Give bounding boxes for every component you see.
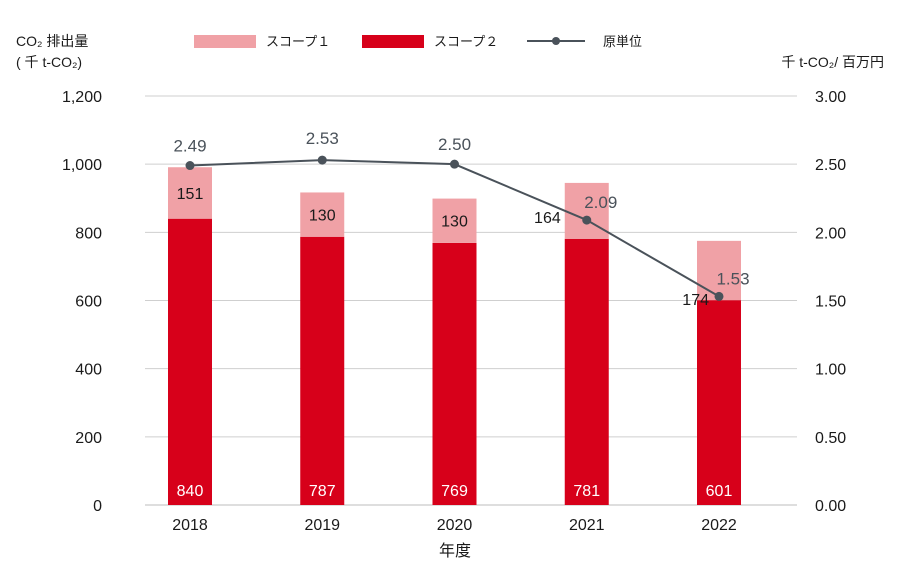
scope1-value-label: 174	[682, 292, 709, 309]
y-left-tick-label: 600	[75, 294, 102, 311]
scope1-value-label: 151	[177, 186, 204, 203]
scope1-value-label: 130	[309, 208, 336, 225]
bar-scope1	[168, 167, 212, 219]
scope2-value-label: 781	[573, 483, 600, 500]
scope1-value-label: 130	[441, 214, 468, 231]
y-right-tick-label: 3.00	[815, 89, 846, 106]
bar-scope1	[300, 192, 345, 237]
y-right-tick-label: 1.00	[815, 362, 846, 379]
right-axis-title: 千 t-CO₂/ 百万円	[781, 54, 884, 70]
scope2-value-label: 787	[309, 483, 336, 500]
left-axis-title-line2: ( 千 t-CO₂)	[16, 54, 82, 70]
x-tick-label: 2020	[437, 517, 473, 534]
x-tick-label: 2021	[569, 517, 605, 534]
y-right-tick-label: 2.50	[815, 157, 846, 174]
y-left-tick-label: 1,000	[62, 157, 102, 174]
x-tick-label: 2022	[701, 517, 737, 534]
y-left-tick-label: 1,200	[62, 89, 102, 106]
intensity-value-label: 1.53	[716, 269, 749, 288]
y-right-tick-label: 0.00	[815, 498, 846, 515]
bars	[168, 167, 741, 505]
intensity-value-label: 2.09	[584, 193, 617, 212]
y-right-tick-label: 2.00	[815, 225, 846, 242]
intensity-value-label: 2.49	[173, 137, 206, 156]
scope2-value-label: 601	[706, 483, 733, 500]
bar-scope2	[300, 236, 345, 505]
scope2-value-label: 840	[177, 483, 204, 500]
scope1-value-label: 164	[534, 210, 561, 227]
y-left-tick-label: 0	[93, 498, 102, 515]
legend-swatch-intensity-marker	[552, 37, 560, 45]
legend-label-scope2: スコープ２	[434, 34, 498, 49]
y-left-tick-label: 400	[75, 362, 102, 379]
intensity-marker	[317, 155, 327, 165]
legend-swatch-scope2	[362, 35, 424, 48]
x-axis-title: 年度	[439, 542, 471, 560]
bar-scope1	[697, 240, 741, 301]
x-tick-label: 2019	[304, 517, 340, 534]
legend-swatch-scope1	[194, 35, 256, 48]
bar-scope2	[564, 238, 609, 505]
intensity-marker	[185, 161, 195, 171]
left-axis-title-line1: CO₂ 排出量	[16, 33, 88, 49]
y-right-tick-label: 1.50	[815, 294, 846, 311]
y-right-tick-label: 0.50	[815, 430, 846, 447]
intensity-marker	[582, 215, 592, 225]
data-labels: 840 787 769 781 601 151 130 130 164 174 2.49 2.53 2.…	[173, 129, 749, 500]
legend-label-scope1: スコープ１	[266, 34, 330, 49]
legend-label-intensity: 原単位	[603, 34, 642, 49]
axes: 0 0.00 200 0.50 400 1.00 600 1.50 800 2.00 1,000 2.…	[62, 89, 846, 534]
x-tick-label: 2018	[172, 517, 208, 534]
y-left-tick-label: 200	[75, 430, 102, 447]
bar-scope2	[168, 218, 212, 505]
bar-scope2	[697, 300, 741, 505]
intensity-line	[185, 155, 724, 301]
scope2-value-label: 769	[441, 483, 468, 500]
intensity-value-label: 2.50	[438, 135, 471, 154]
legend: スコープ１ スコープ２ 原単位	[194, 34, 642, 49]
intensity-value-label: 2.53	[306, 129, 339, 148]
intensity-marker	[714, 291, 724, 301]
bar-scope1	[432, 198, 477, 243]
bar-scope2	[432, 242, 477, 505]
intensity-marker	[450, 159, 459, 169]
y-left-tick-label: 800	[75, 225, 102, 242]
